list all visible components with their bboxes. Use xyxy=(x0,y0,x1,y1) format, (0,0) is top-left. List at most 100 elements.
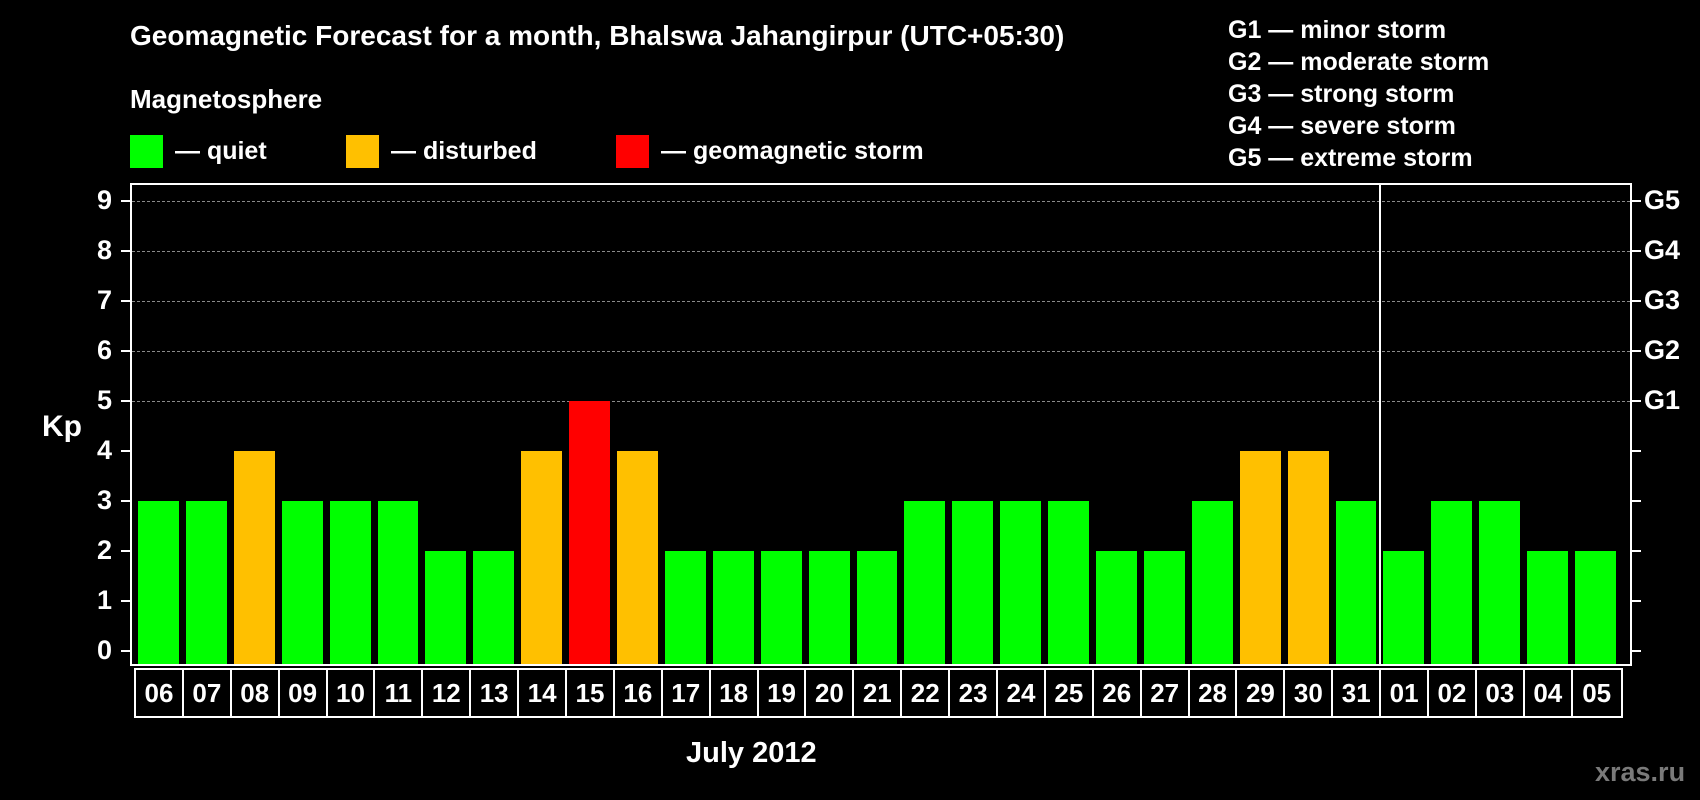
date-label: 08 xyxy=(232,670,280,716)
plot-area xyxy=(130,183,1632,666)
date-label: 12 xyxy=(423,670,472,716)
date-label: 21 xyxy=(854,670,903,716)
x-axis-label: July 2012 xyxy=(686,737,817,769)
y-tick xyxy=(121,350,130,352)
right-y-tick xyxy=(1632,650,1641,652)
right-y-tick xyxy=(1632,600,1641,602)
gridline xyxy=(132,401,1630,402)
y-tick xyxy=(121,600,130,602)
kp-bar-31 xyxy=(1335,501,1377,664)
date-label: 13 xyxy=(471,670,520,716)
g3-legend: G3 — strong storm xyxy=(1228,80,1455,108)
kp-bar-20 xyxy=(808,551,850,664)
date-label: 26 xyxy=(1094,670,1142,716)
g-scale-label: G5 xyxy=(1644,185,1681,215)
legend-disturbed: — disturbed xyxy=(346,134,537,168)
legend-subtitle: Magnetosphere xyxy=(130,84,323,114)
y-tick xyxy=(121,300,130,302)
right-y-tick xyxy=(1632,400,1641,402)
date-label: 16 xyxy=(615,670,663,716)
y-tick xyxy=(121,200,130,202)
right-y-tick xyxy=(1632,550,1641,552)
kp-bar-08 xyxy=(233,451,275,664)
right-y-tick xyxy=(1632,200,1641,202)
y-tick-label: 3 xyxy=(96,485,112,515)
date-label: 03 xyxy=(1477,670,1525,716)
date-label: 20 xyxy=(806,670,855,716)
legend-disturbed-label: — disturbed xyxy=(391,136,537,165)
month-divider xyxy=(1379,185,1382,664)
date-label: 31 xyxy=(1333,670,1382,716)
y-tick-label: 2 xyxy=(96,535,112,565)
g4-legend: G4 — severe storm xyxy=(1228,112,1456,140)
right-y-tick xyxy=(1632,450,1641,452)
date-label: 19 xyxy=(759,670,807,716)
legend-quiet-label: — quiet xyxy=(175,136,267,165)
y-tick-label: 4 xyxy=(96,435,112,465)
gridline xyxy=(132,301,1630,302)
gridline xyxy=(132,251,1630,252)
y-tick xyxy=(121,250,130,252)
date-label: 17 xyxy=(663,670,711,716)
date-label: 07 xyxy=(184,670,232,716)
kp-bar-11 xyxy=(377,501,419,664)
kp-bar-10 xyxy=(329,501,371,664)
right-y-tick xyxy=(1632,300,1641,302)
date-label: 30 xyxy=(1285,670,1334,716)
g-scale-label: G2 xyxy=(1644,335,1681,365)
kp-bar-14 xyxy=(521,451,563,664)
kp-bar-18 xyxy=(712,551,754,664)
y-tick xyxy=(121,550,130,552)
g5-legend: G5 — extreme storm xyxy=(1228,144,1473,172)
kp-bar-16 xyxy=(617,451,658,664)
kp-bar-19 xyxy=(760,551,802,664)
y-axis-label: Kp xyxy=(42,410,82,443)
date-label: 11 xyxy=(375,670,424,716)
g-scale-label: G1 xyxy=(1644,385,1681,415)
right-y-tick xyxy=(1632,500,1641,502)
y-tick xyxy=(121,650,130,652)
date-label: 10 xyxy=(328,670,376,716)
gridline xyxy=(132,201,1630,202)
kp-bar-27 xyxy=(1143,551,1185,664)
right-y-tick xyxy=(1632,350,1641,352)
y-tick-label: 5 xyxy=(96,385,112,415)
y-tick-label: 6 xyxy=(96,335,112,365)
gridline xyxy=(132,351,1630,352)
y-tick-label: 1 xyxy=(96,585,112,615)
kp-bar-17 xyxy=(664,551,706,664)
kp-bar-09 xyxy=(281,501,323,664)
date-label: 02 xyxy=(1429,670,1477,716)
legend-storm: — geomagnetic storm xyxy=(616,134,924,168)
kp-bar-22 xyxy=(904,501,946,664)
g-scale-label: G4 xyxy=(1644,235,1681,265)
y-tick xyxy=(121,450,130,452)
kp-bar-26 xyxy=(1096,551,1137,664)
date-label: 06 xyxy=(136,670,184,716)
kp-bar-12 xyxy=(425,551,467,664)
right-y-tick xyxy=(1632,250,1641,252)
quiet-swatch-icon xyxy=(130,134,163,168)
y-tick xyxy=(121,400,130,402)
legend-quiet: — quiet xyxy=(130,134,267,168)
date-label: 01 xyxy=(1381,670,1430,716)
storm-scale-legend: G1 — minor storm G2 — moderate storm G3 … xyxy=(1228,14,1489,174)
date-label: 14 xyxy=(519,670,568,716)
y-tick-label: 0 xyxy=(96,635,112,665)
kp-bar-05 xyxy=(1575,551,1616,664)
kp-bar-04 xyxy=(1527,551,1569,664)
date-label: 27 xyxy=(1142,670,1190,716)
date-label: 29 xyxy=(1237,670,1286,716)
legend-storm-label: — geomagnetic storm xyxy=(661,136,924,165)
y-tick-label: 7 xyxy=(96,285,112,315)
y-tick xyxy=(121,500,130,502)
chart-title: Geomagnetic Forecast for a month, Bhalsw… xyxy=(130,20,1065,51)
kp-bar-24 xyxy=(1000,501,1042,664)
watermark: xras.ru xyxy=(1595,757,1686,787)
date-label: 15 xyxy=(567,670,615,716)
g2-legend: G2 — moderate storm xyxy=(1228,48,1490,76)
date-label: 28 xyxy=(1190,670,1238,716)
kp-bar-15 xyxy=(569,401,611,664)
date-axis: 06 07 08 09 10 11 12 13 14 15 16 17 18 19 20 21 22 23 24 25… xyxy=(134,668,1623,718)
storm-swatch-icon xyxy=(616,134,649,168)
